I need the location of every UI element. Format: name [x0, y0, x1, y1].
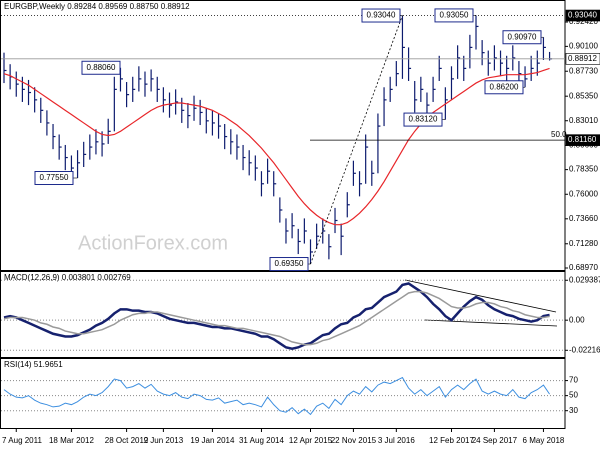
x-tick-label: 18 Mar 2012	[49, 436, 94, 445]
fib-label: 50.0	[551, 130, 567, 139]
y-tick-label: 0.78350	[569, 165, 598, 174]
moving-average	[3, 67, 550, 226]
x-tick-label: 7 Aug 2011	[2, 436, 42, 445]
price-marker	[565, 134, 600, 146]
annotation-box	[269, 257, 309, 272]
x-tick-label: 3 Jul 2016	[378, 436, 415, 445]
annotation-box	[403, 112, 443, 127]
annotation-label: 0.86200	[490, 82, 519, 91]
annotation-box	[434, 8, 474, 23]
indicator-line	[3, 376, 550, 416]
price-marker	[565, 9, 600, 22]
annotation-box	[484, 80, 524, 95]
x-tick-label: 12 Apr 2015	[289, 436, 333, 445]
watermark: ActionForex.com	[78, 232, 228, 254]
annotation-label: 0.93050	[440, 11, 469, 20]
y-tick-label: 0.85350	[569, 91, 598, 100]
macd-panel	[0, 271, 566, 358]
annotation-label: 0.83120	[409, 115, 438, 124]
x-tick-label: 19 Jan 2014	[190, 436, 235, 445]
y-tick-label: 0.029387	[569, 275, 600, 284]
y-tick-label: 30	[569, 406, 578, 415]
annotation-label: 0.69350	[275, 259, 304, 268]
x-tick-label: 9 Jun 2013	[144, 436, 184, 445]
x-tick-label: 12 Feb 2017	[429, 436, 474, 445]
y-tick-label: 0.76000	[569, 189, 598, 198]
price-marker-label: 0.88912	[568, 54, 597, 63]
y-tick-label: 0.73660	[569, 214, 598, 223]
annotation-box	[34, 171, 74, 186]
chart-title: EURGBP,Weekly 0.89284 0.89569 0.88750 0.…	[4, 2, 190, 11]
rsi-title: RSI(14) 51.9651	[4, 360, 63, 369]
x-tick-label: 31 Aug 2014	[239, 436, 284, 445]
trendline	[404, 279, 557, 313]
price-marker	[565, 53, 600, 65]
annotation-label: 0.93040	[367, 11, 396, 20]
y-tick-label: 50	[569, 391, 578, 400]
x-tick-label: 22 Nov 2015	[331, 436, 377, 445]
annotation-box	[361, 8, 401, 23]
x-tick-label: 6 May 2018	[523, 436, 565, 445]
macd-title: MACD(12,26,9) 0.003801 0.002769	[4, 273, 131, 282]
y-tick-label: 0.90100	[569, 41, 598, 50]
y-tick-label: 0.87730	[569, 66, 598, 75]
y-tick-label: 0.92420	[569, 17, 598, 26]
annotation-box	[502, 30, 542, 45]
y-tick-label: 70	[569, 376, 578, 385]
y-tick-label: 0.83010	[569, 116, 598, 125]
rsi-panel	[0, 358, 566, 429]
y-tick-label: 0.71280	[569, 239, 598, 248]
trendline	[424, 319, 558, 327]
y-tick-label: -0.022161	[569, 345, 600, 354]
price-panel	[0, 0, 566, 271]
x-tick-label: 28 Oct 2012	[105, 436, 149, 445]
annotation-label: 0.77550	[40, 173, 69, 182]
annotation-label: 0.88060	[87, 63, 116, 72]
annotation-box	[81, 60, 121, 75]
price-marker-label: 0.81160	[568, 135, 597, 144]
indicator-line	[3, 282, 550, 350]
x-tick-label: 24 Sep 2017	[472, 436, 518, 445]
indicator-line	[3, 290, 550, 346]
y-tick-label: 0.00	[569, 315, 585, 324]
annotation-label: 0.90970	[508, 32, 537, 41]
price-marker-label: 0.93040	[568, 11, 597, 20]
y-tick-label: 0.68970	[569, 263, 598, 272]
